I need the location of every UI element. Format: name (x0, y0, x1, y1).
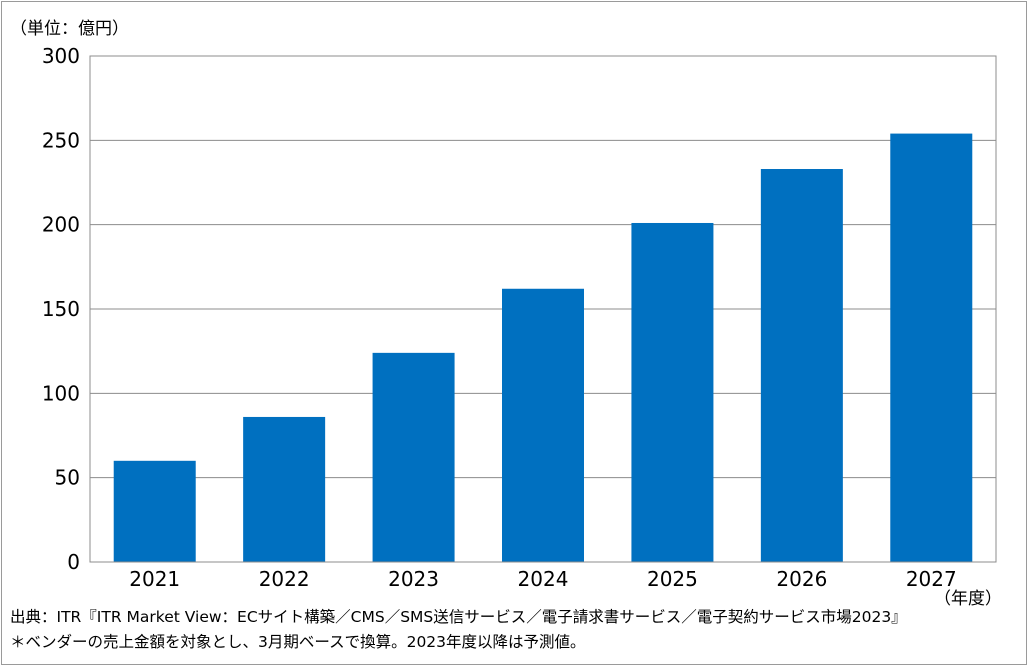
bar-2022 (243, 416, 326, 562)
y-tick-label: 50 (55, 466, 80, 490)
bar-2021 (113, 460, 196, 562)
y-tick-label: 150 (42, 297, 80, 321)
x-tick-label: 2026 (776, 567, 827, 591)
bars (113, 133, 973, 563)
source-note: 出典：ITR『ITR Market View：ECサイト構築／CMS／SMS送信… (10, 608, 907, 626)
y-tick-label: 250 (42, 128, 80, 152)
footnote: ＊ベンダーの売上金額を対象とし、3月期ベースで換算。2023年度以降は予測値。 (10, 633, 586, 651)
bar-2023 (372, 352, 455, 562)
y-axis-tick-labels: 0 50 100 150 200 250 300 (42, 44, 80, 574)
plot-area-border (89, 55, 997, 563)
y-tick-label: 200 (42, 213, 80, 237)
bar-2025 (631, 222, 714, 563)
x-tick-label: 2025 (647, 567, 698, 591)
bar-2024 (502, 288, 584, 562)
y-tick-label: 100 (42, 381, 80, 405)
bar-2026 (760, 169, 843, 563)
bar-2027 (890, 133, 973, 562)
y-tick-label: 0 (67, 550, 80, 574)
x-tick-label: 2024 (518, 567, 569, 591)
x-tick-label: 2022 (259, 567, 310, 591)
x-axis-tick-labels: 2021 2022 2023 2024 2025 2026 2027 (129, 567, 956, 591)
x-tick-label: 2027 (906, 567, 957, 591)
y-tick-label: 300 (42, 44, 80, 68)
x-axis-label: （年度） (934, 589, 1002, 609)
x-tick-label: 2021 (129, 567, 180, 591)
unit-label: （単位：億円） (10, 19, 129, 39)
x-tick-label: 2023 (388, 567, 439, 591)
